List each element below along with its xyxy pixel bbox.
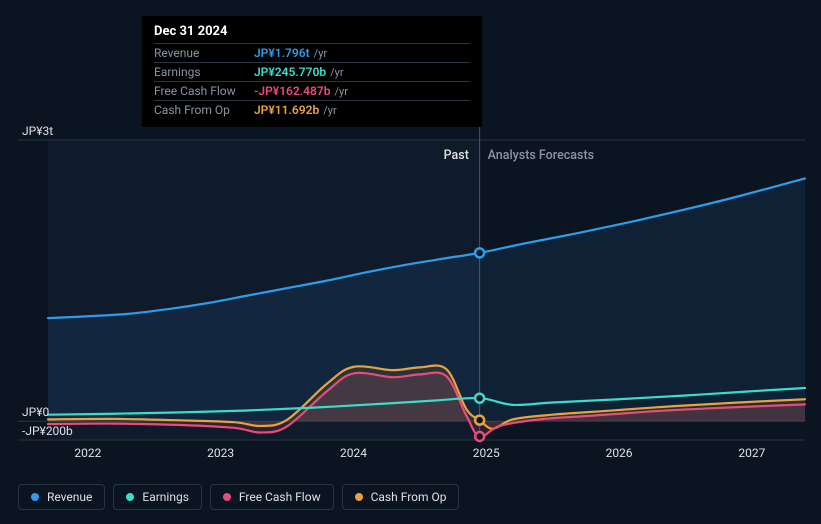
y-tick-label: JP¥3t [22, 124, 53, 138]
x-tick-label: 2027 [738, 446, 765, 460]
y-tick-label: -JP¥200b [22, 424, 73, 438]
tooltip-date: Dec 31 2024 [154, 24, 470, 39]
legend-label: Cash From Op [371, 490, 447, 504]
legend-item-earnings[interactable]: Earnings [113, 484, 202, 510]
legend-dot-icon [223, 493, 231, 501]
tooltip-label: Revenue [154, 46, 254, 60]
tooltip-value: -JP¥162.487b [254, 84, 330, 98]
legend-label: Earnings [142, 490, 189, 504]
x-tick-label: 2023 [207, 446, 234, 460]
tooltip-unit: /yr [314, 47, 327, 60]
financial-chart: JP¥3t JP¥0 -JP¥200b 2022 2023 2024 2025 2026 20… [0, 0, 821, 524]
tooltip-row: Cash From OpJP¥11.692b /yr [154, 100, 470, 119]
tooltip-value: JP¥1.796t [254, 46, 310, 60]
legend-dot-icon [355, 493, 363, 501]
tooltip-label: Earnings [154, 65, 254, 79]
x-tick-label: 2022 [74, 446, 101, 460]
tooltip-label: Cash From Op [154, 103, 254, 117]
tooltip-unit: /yr [330, 66, 343, 79]
legend-label: Revenue [47, 490, 92, 504]
tooltip-row: EarningsJP¥245.770b /yr [154, 62, 470, 81]
x-tick-label: 2024 [340, 446, 367, 460]
tooltip-value: JP¥245.770b [254, 65, 326, 79]
y-tick-label: JP¥0 [22, 405, 49, 419]
x-tick-label: 2026 [606, 446, 633, 460]
legend-item-cfo[interactable]: Cash From Op [342, 484, 460, 510]
legend-label: Free Cash Flow [239, 490, 321, 504]
chart-legend: Revenue Earnings Free Cash Flow Cash From O… [18, 484, 459, 510]
legend-item-revenue[interactable]: Revenue [18, 484, 105, 510]
tooltip-value: JP¥11.692b [254, 103, 319, 117]
tooltip-label: Free Cash Flow [154, 84, 254, 98]
tooltip-row: Free Cash Flow-JP¥162.487b /yr [154, 81, 470, 100]
legend-dot-icon [31, 493, 39, 501]
region-label-past: Past [444, 148, 469, 163]
x-tick-label: 2025 [473, 446, 500, 460]
tooltip-row: RevenueJP¥1.796t /yr [154, 43, 470, 62]
tooltip-unit: /yr [323, 104, 336, 117]
legend-dot-icon [126, 493, 134, 501]
tooltip-unit: /yr [334, 85, 347, 98]
legend-item-fcf[interactable]: Free Cash Flow [210, 484, 334, 510]
region-label-forecast: Analysts Forecasts [488, 148, 594, 163]
hover-tooltip: Dec 31 2024 RevenueJP¥1.796t /yrEarnings… [142, 16, 482, 127]
